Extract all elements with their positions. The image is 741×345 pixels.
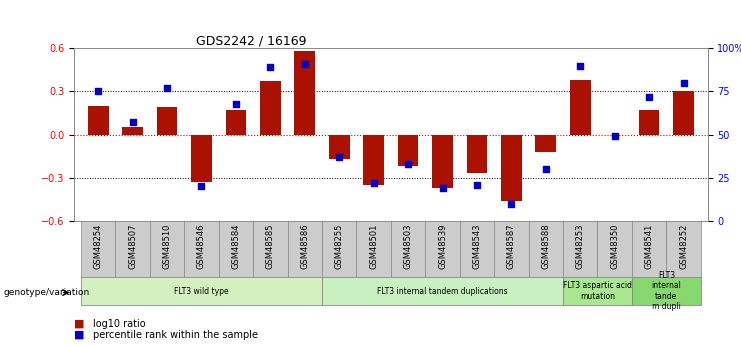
- Bar: [294, 51, 315, 135]
- Bar: [253, 221, 288, 278]
- Bar: [260, 81, 281, 135]
- Bar: [425, 221, 459, 278]
- Point: [161, 85, 173, 91]
- Bar: [356, 221, 391, 278]
- Text: GSM48539: GSM48539: [438, 224, 447, 269]
- Point: [609, 134, 621, 139]
- Bar: [536, 135, 556, 152]
- Bar: [191, 135, 212, 182]
- Point: [402, 161, 414, 167]
- Bar: [563, 277, 632, 305]
- Bar: [501, 135, 522, 201]
- Text: ■: ■: [74, 330, 84, 339]
- Text: GSM48546: GSM48546: [197, 224, 206, 269]
- Bar: [432, 135, 453, 188]
- Text: GSM48255: GSM48255: [335, 224, 344, 269]
- Text: GSM48585: GSM48585: [266, 224, 275, 269]
- Bar: [459, 221, 494, 278]
- Bar: [288, 221, 322, 278]
- Bar: [398, 135, 419, 166]
- Bar: [363, 135, 384, 185]
- Point: [333, 154, 345, 160]
- Bar: [81, 221, 116, 278]
- Text: GSM48586: GSM48586: [300, 224, 309, 269]
- Bar: [639, 110, 659, 135]
- Text: GSM48543: GSM48543: [473, 224, 482, 269]
- Text: log10 ratio: log10 ratio: [93, 319, 145, 328]
- Point: [196, 184, 207, 189]
- Bar: [674, 91, 694, 135]
- Text: percentile rank within the sample: percentile rank within the sample: [93, 330, 258, 339]
- Bar: [329, 135, 350, 159]
- Bar: [467, 135, 488, 173]
- Bar: [632, 221, 666, 278]
- Bar: [666, 221, 701, 278]
- Text: FLT3 internal tandem duplications: FLT3 internal tandem duplications: [377, 287, 508, 296]
- Bar: [122, 127, 143, 135]
- Text: genotype/variation: genotype/variation: [4, 288, 90, 297]
- Point: [471, 182, 483, 187]
- Text: GSM48588: GSM48588: [542, 224, 551, 269]
- Bar: [185, 221, 219, 278]
- Text: GSM48350: GSM48350: [610, 224, 619, 269]
- Text: GSM48541: GSM48541: [645, 224, 654, 269]
- Point: [505, 201, 517, 206]
- Bar: [597, 221, 632, 278]
- Bar: [81, 277, 322, 305]
- Text: FLT3
internal
tande
m dupli: FLT3 internal tande m dupli: [651, 271, 681, 311]
- Bar: [528, 221, 563, 278]
- Bar: [219, 221, 253, 278]
- Text: GSM48254: GSM48254: [93, 224, 103, 269]
- Bar: [494, 221, 528, 278]
- Bar: [116, 221, 150, 278]
- Bar: [322, 277, 563, 305]
- Text: GSM48507: GSM48507: [128, 224, 137, 269]
- Text: ■: ■: [74, 319, 84, 328]
- Point: [540, 166, 552, 172]
- Bar: [570, 80, 591, 135]
- Bar: [225, 110, 246, 135]
- Point: [230, 101, 242, 106]
- Bar: [632, 277, 701, 305]
- Text: GSM48510: GSM48510: [162, 224, 172, 269]
- Bar: [563, 221, 597, 278]
- Point: [265, 65, 276, 70]
- Text: GSM48501: GSM48501: [369, 224, 378, 269]
- Point: [93, 89, 104, 94]
- Point: [127, 120, 139, 125]
- Point: [368, 180, 379, 186]
- Title: GDS2242 / 16169: GDS2242 / 16169: [196, 34, 307, 47]
- Text: FLT3 aspartic acid
mutation: FLT3 aspartic acid mutation: [563, 282, 632, 301]
- Text: GSM48587: GSM48587: [507, 224, 516, 269]
- Bar: [88, 106, 108, 135]
- Bar: [157, 107, 177, 135]
- Bar: [391, 221, 425, 278]
- Bar: [150, 221, 185, 278]
- Text: GSM48584: GSM48584: [231, 224, 240, 269]
- Point: [574, 63, 586, 68]
- Point: [436, 185, 448, 191]
- Point: [677, 80, 689, 86]
- Text: GSM48503: GSM48503: [404, 224, 413, 269]
- Text: FLT3 wild type: FLT3 wild type: [174, 287, 229, 296]
- Point: [299, 61, 310, 67]
- Text: GSM48253: GSM48253: [576, 224, 585, 269]
- Text: GSM48252: GSM48252: [679, 224, 688, 269]
- Bar: [322, 221, 356, 278]
- Point: [643, 94, 655, 99]
